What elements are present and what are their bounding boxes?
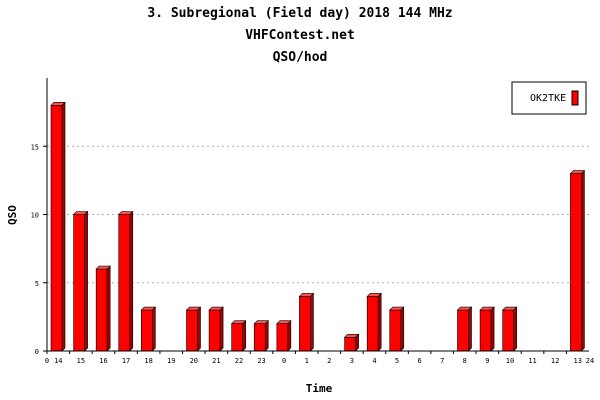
bar-front bbox=[95, 268, 108, 352]
x-tick-label: 20 bbox=[190, 357, 198, 365]
bar-side bbox=[513, 306, 517, 352]
bar bbox=[456, 306, 473, 352]
bar bbox=[72, 210, 89, 352]
bar-front bbox=[299, 296, 311, 352]
x-tick-label: 10 bbox=[506, 357, 514, 365]
bar-front bbox=[50, 105, 63, 352]
bar-side bbox=[468, 306, 472, 352]
bar-front bbox=[276, 323, 289, 352]
bar bbox=[208, 306, 224, 352]
chart-subtitle: VHFContest.net bbox=[245, 28, 355, 43]
bar bbox=[276, 319, 292, 352]
bar bbox=[389, 306, 405, 352]
x-tick-label: 17 bbox=[122, 357, 130, 365]
bar bbox=[366, 292, 382, 352]
bar bbox=[118, 210, 134, 352]
bar-side bbox=[490, 306, 495, 352]
y-tick-label: 5 bbox=[35, 280, 39, 288]
bar-side bbox=[84, 210, 88, 352]
bar-front bbox=[344, 337, 356, 352]
bar-side bbox=[377, 292, 382, 352]
bar-side bbox=[197, 306, 201, 352]
x-edge-label-start: 0 bbox=[45, 357, 49, 365]
bar bbox=[298, 292, 315, 352]
bar-front bbox=[141, 309, 153, 352]
bar bbox=[569, 169, 586, 352]
bar bbox=[50, 101, 66, 352]
bar bbox=[140, 306, 157, 352]
x-tick-label: 9 bbox=[485, 357, 489, 365]
x-tick-label: 13 bbox=[573, 357, 581, 365]
x-tick-label: 16 bbox=[99, 357, 107, 365]
x-tick-label: 11 bbox=[528, 357, 536, 365]
legend-label: OK2TKE bbox=[530, 93, 566, 104]
x-tick-label: 21 bbox=[212, 357, 220, 365]
bar-front bbox=[570, 173, 582, 352]
bar-front bbox=[366, 296, 379, 352]
bar-side bbox=[129, 210, 134, 352]
bar-front bbox=[389, 309, 402, 352]
bar-side bbox=[400, 306, 405, 352]
x-tick-label: 1 bbox=[305, 357, 309, 365]
bar-side bbox=[581, 169, 585, 352]
x-tick-label: 18 bbox=[144, 357, 152, 365]
y-axis-label: QSO bbox=[6, 205, 19, 225]
bar-side bbox=[219, 306, 224, 352]
x-edge-label-end: 24 bbox=[586, 357, 594, 365]
bar-front bbox=[457, 309, 469, 352]
bar-side bbox=[61, 101, 66, 352]
bar-side bbox=[287, 319, 292, 352]
x-tick-label: 23 bbox=[257, 357, 265, 365]
bar-front bbox=[208, 309, 221, 352]
x-tick-label: 6 bbox=[418, 357, 422, 365]
gridlines bbox=[47, 145, 589, 284]
x-axis-label: Time bbox=[306, 382, 333, 395]
x-tick-label: 15 bbox=[77, 357, 85, 365]
x-tick-label: 12 bbox=[551, 357, 559, 365]
bar bbox=[501, 306, 518, 352]
bar bbox=[95, 265, 111, 352]
bar bbox=[230, 319, 247, 352]
bar-series bbox=[50, 101, 586, 352]
y-tick-label: 15 bbox=[31, 143, 39, 151]
x-tick-label: 0 bbox=[282, 357, 286, 365]
bar-front bbox=[253, 323, 266, 352]
bar-front bbox=[502, 309, 514, 352]
bar-front bbox=[479, 309, 492, 352]
legend: OK2TKE bbox=[511, 81, 587, 115]
bar bbox=[185, 306, 202, 352]
legend-swatch bbox=[571, 90, 579, 106]
bar-front bbox=[231, 323, 243, 352]
x-tick-label: 4 bbox=[372, 357, 376, 365]
y-tick-label: 10 bbox=[31, 212, 39, 220]
x-tick-label: 3 bbox=[350, 357, 354, 365]
x-tick-label: 22 bbox=[235, 357, 243, 365]
x-tick-label: 14 bbox=[54, 357, 62, 365]
bar-front bbox=[73, 214, 85, 352]
bar-front bbox=[118, 214, 131, 352]
x-tick-label: 5 bbox=[395, 357, 399, 365]
bar bbox=[343, 333, 360, 352]
axes bbox=[43, 78, 589, 354]
x-tick-label: 7 bbox=[440, 357, 444, 365]
x-tick-label: 19 bbox=[167, 357, 175, 365]
bar-side bbox=[264, 319, 269, 352]
bar-side bbox=[152, 306, 156, 352]
bar-front bbox=[186, 309, 198, 352]
x-tick-label: 8 bbox=[463, 357, 467, 365]
bar bbox=[479, 306, 495, 352]
bar-side bbox=[355, 333, 359, 352]
x-tick-label: 2 bbox=[327, 357, 331, 365]
chart-title: 3. Subregional (Field day) 2018 144 MHz bbox=[147, 6, 453, 21]
y-tick-label: 0 bbox=[35, 348, 39, 356]
bar bbox=[253, 319, 269, 352]
bar-side bbox=[106, 265, 111, 352]
bar-side bbox=[310, 292, 314, 352]
bar-side bbox=[242, 319, 246, 352]
chart-unit-title: QSO/hod bbox=[272, 50, 328, 65]
